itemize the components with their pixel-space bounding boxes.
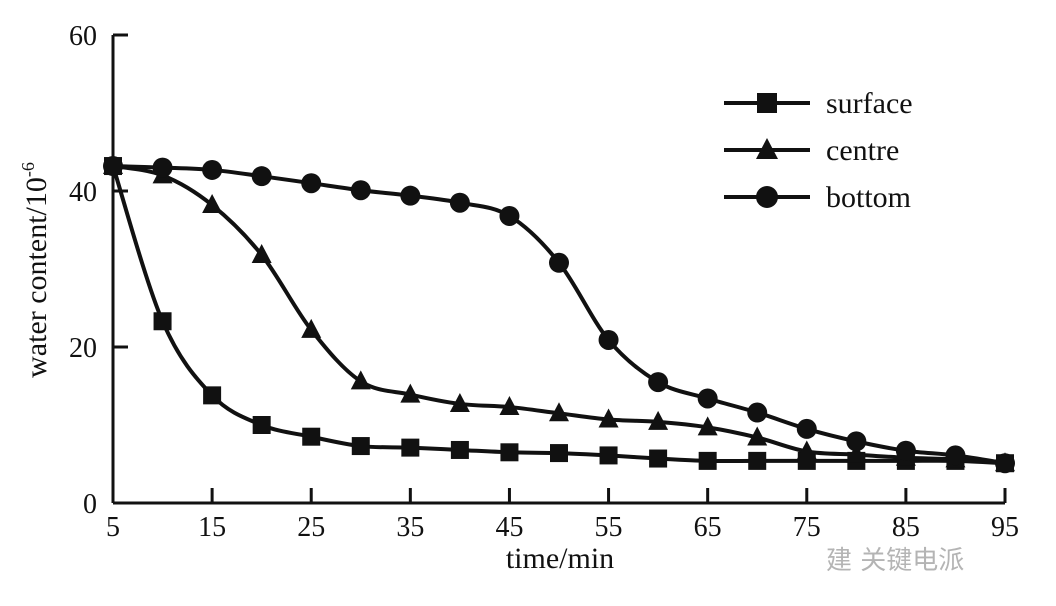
- surface-point: [252, 416, 271, 434]
- bottom-point: [796, 418, 817, 439]
- surface-point: [351, 437, 370, 456]
- centre-point: [598, 408, 619, 428]
- centre-point: [251, 243, 272, 263]
- watermark: 建 关键电派: [826, 546, 965, 576]
- bottom-point: [152, 157, 173, 178]
- legend: surface centre bottom: [724, 87, 913, 214]
- x-tick-label: 25: [297, 512, 325, 543]
- bottom-point: [301, 173, 322, 194]
- bottom-point: [648, 372, 669, 393]
- x-tick-label: 55: [595, 512, 623, 543]
- bottom-point: [895, 440, 916, 461]
- x-tick-label: 95: [991, 512, 1019, 543]
- bottom-point: [598, 329, 619, 350]
- series-centre: [103, 155, 1015, 472]
- bottom-point: [995, 453, 1015, 474]
- legend-marker-centre: [756, 138, 778, 159]
- bottom-point: [251, 166, 272, 187]
- centre-point: [549, 402, 569, 422]
- centre-point: [499, 396, 520, 416]
- axes: 0 20 40 60 5 15 25 35 45 55 65 75 85 95: [69, 21, 1019, 543]
- x-tick-label: 65: [694, 512, 722, 543]
- centre-point: [648, 410, 669, 430]
- bottom-point: [499, 205, 520, 226]
- surface-point: [748, 451, 767, 470]
- legend-label-bottom: bottom: [826, 181, 911, 214]
- bottom-point: [350, 180, 371, 201]
- centre-point: [202, 194, 223, 214]
- surface-point: [450, 440, 469, 459]
- x-tick-label: 75: [793, 512, 821, 543]
- y-tick-label: 0: [83, 489, 97, 520]
- bottom-point: [449, 192, 470, 213]
- x-tick-label: 15: [198, 512, 226, 543]
- bottom-point: [697, 388, 718, 409]
- y-axis-label: water content/10-6: [18, 162, 53, 378]
- bottom-point: [202, 159, 223, 180]
- x-axis-label: time/min: [506, 542, 614, 575]
- bottom-point: [945, 445, 966, 466]
- surface-point: [153, 312, 172, 331]
- bottom-point: [747, 402, 768, 423]
- legend-label-surface: surface: [826, 87, 913, 120]
- centre-point: [449, 392, 470, 412]
- bottom-point: [400, 185, 421, 206]
- surface-point: [500, 443, 519, 462]
- centre-point: [400, 383, 421, 403]
- surface-point: [550, 444, 568, 463]
- x-tick-label: 35: [396, 512, 424, 543]
- y-axis-label-exponent: -6: [18, 162, 38, 177]
- surface-point: [302, 427, 321, 446]
- centre-point: [697, 416, 718, 436]
- legend-marker-surface: [757, 93, 777, 113]
- centre-point: [301, 318, 322, 338]
- y-tick-label: 60: [69, 21, 97, 52]
- bottom-point: [846, 431, 867, 452]
- bottom-point: [103, 156, 123, 177]
- y-tick-label: 20: [69, 333, 97, 364]
- centre-point: [350, 370, 371, 390]
- series-group: [103, 155, 1015, 474]
- legend-marker-bottom: [756, 186, 778, 208]
- x-tick-label: 45: [495, 512, 523, 543]
- surface-point: [401, 438, 420, 457]
- centre-point: [796, 440, 817, 460]
- y-tick-label: 40: [69, 177, 97, 208]
- surface-point: [203, 386, 222, 405]
- x-tick-label: 5: [106, 512, 120, 543]
- bottom-point: [549, 252, 569, 273]
- legend-label-centre: centre: [826, 134, 899, 167]
- series-bottom: [103, 156, 1015, 474]
- centre-point: [747, 426, 768, 446]
- x-tick-label: 85: [892, 512, 920, 543]
- surface-point: [698, 451, 717, 470]
- surface-point: [599, 446, 618, 465]
- centre-point: [846, 443, 867, 463]
- surface-point: [649, 449, 668, 468]
